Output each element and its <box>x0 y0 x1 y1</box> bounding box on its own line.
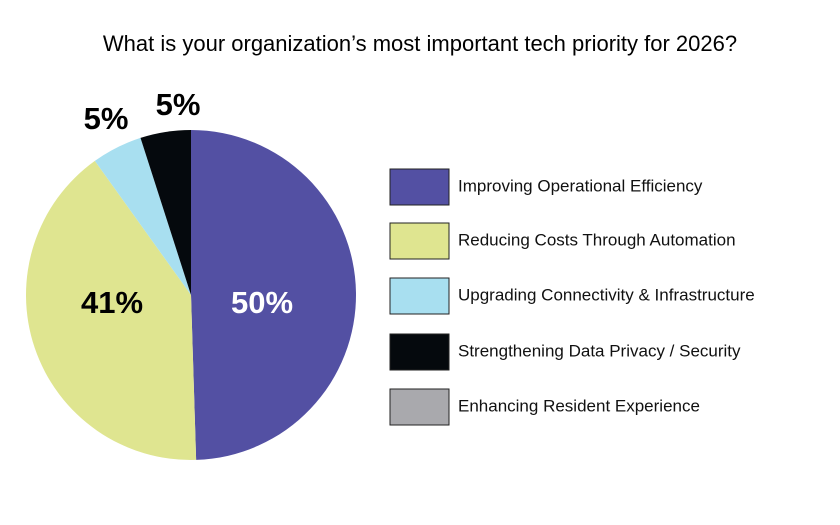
legend-label: Improving Operational Efficiency <box>458 176 703 195</box>
pie-slice <box>25 160 197 461</box>
data-label: 5% <box>84 101 129 136</box>
legend-swatch <box>389 222 450 260</box>
legend-label: Strengthening Data Privacy / Security <box>458 341 741 360</box>
legend-swatch <box>389 333 450 371</box>
legend-label: Reducing Costs Through Automation <box>458 230 736 249</box>
pie-slice <box>191 130 357 460</box>
legend-label: Enhancing Resident Experience <box>458 396 700 415</box>
data-label: 50% <box>231 285 293 320</box>
data-label: 41% <box>81 285 143 320</box>
legend-swatch <box>389 277 450 315</box>
pie-slice <box>94 137 191 295</box>
legend-label: Upgrading Connectivity & Infrastructure <box>458 285 755 304</box>
pie-slice <box>140 130 191 295</box>
chart-title: What is your organization’s most importa… <box>103 31 737 56</box>
data-label: 5% <box>156 87 201 122</box>
legend-swatch <box>389 388 450 426</box>
legend-swatch <box>389 168 450 206</box>
